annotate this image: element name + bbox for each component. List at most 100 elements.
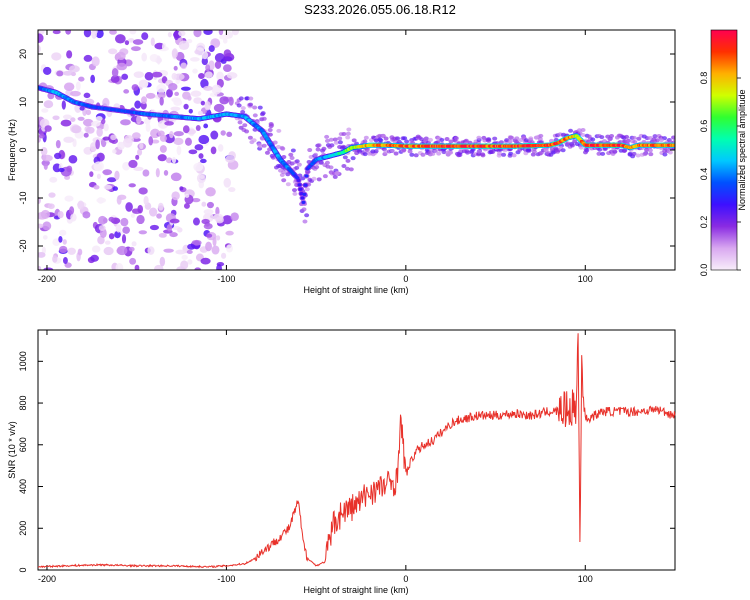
heatmap-noise-cell xyxy=(135,154,140,160)
heatmap-halo-cell xyxy=(580,133,586,138)
heatmap-noise-cell xyxy=(62,70,73,76)
heatmap-noise-cell xyxy=(38,197,41,204)
heatmap-halo-cell xyxy=(333,140,339,145)
heatmap-halo-cell xyxy=(301,207,307,212)
heatmap-noise-cell xyxy=(106,177,117,183)
heatmap-noise-cell xyxy=(180,260,189,270)
heatmap-halo-cell xyxy=(447,150,453,155)
heatmap-noise-cell xyxy=(163,170,169,176)
heatmap-noise-cell xyxy=(157,154,167,162)
heatmap-noise-cell xyxy=(204,71,213,79)
heatmap-noise-cell xyxy=(166,224,173,232)
heatmap-noise-cell xyxy=(222,64,232,73)
heatmap-halo-cell xyxy=(607,137,613,142)
heatmap-noise-cell xyxy=(164,121,174,126)
snr-xtick-label: 0 xyxy=(403,574,408,584)
heatmap-noise-cell xyxy=(62,256,68,265)
heatmap-noise-cell xyxy=(226,131,233,138)
heatmap-noise-cell xyxy=(77,116,85,121)
heatmap-halo-cell xyxy=(342,155,348,160)
heatmap-halo-cell xyxy=(671,135,675,140)
heatmap-halo-cell xyxy=(568,128,574,133)
snr-y-label: SNR (10 * v/v) xyxy=(7,421,17,479)
heatmap-noise-cell xyxy=(169,232,178,238)
heatmap-noise-cell xyxy=(58,236,63,243)
heatmap-noise-cell xyxy=(186,249,193,254)
heatmap-halo-cell xyxy=(264,150,270,155)
heatmap-noise-cell xyxy=(203,85,213,91)
heatmap-noise-cell xyxy=(151,139,160,144)
heatmap-halo-cell xyxy=(436,151,442,156)
heatmap-trace-cell xyxy=(300,196,305,200)
heatmap-noise-cell xyxy=(55,139,61,149)
heatmap-noise-cell xyxy=(139,142,144,150)
heatmap-noise-cell xyxy=(184,137,192,146)
heatmap-halo-cell xyxy=(348,167,354,172)
heatmap-noise-cell xyxy=(221,252,227,259)
heatmap-noise-cell xyxy=(91,30,98,39)
heatmap-noise-cell xyxy=(203,123,209,129)
heatmap-noise-cell xyxy=(115,262,124,270)
heatmap-noise-cell xyxy=(63,82,75,91)
heatmap-noise-cell xyxy=(154,264,164,270)
heatmap-halo-cell xyxy=(596,151,602,156)
heatmap-halo-cell xyxy=(324,134,330,139)
heatmap-noise-cell xyxy=(142,169,150,177)
heatmap-noise-cell xyxy=(141,32,149,40)
heatmap-noise-cell xyxy=(215,216,224,224)
heatmap-noise-cell xyxy=(121,73,129,80)
heatmap-noise-cell xyxy=(203,223,213,230)
heatmap-noise-cell xyxy=(85,126,95,134)
heatmap-noise-cell xyxy=(188,108,193,114)
heatmap-noise-cell xyxy=(38,33,44,43)
heatmap-noise-cell xyxy=(97,235,105,245)
heatmap-halo-cell xyxy=(251,138,257,143)
heatmap-noise-cell xyxy=(205,233,213,238)
heatmap-noise-cell xyxy=(61,100,66,110)
heatmap-noise-cell xyxy=(93,185,100,190)
heatmap-noise-cell xyxy=(123,89,130,94)
heatmap-halo-cell xyxy=(448,139,454,144)
heatmap-noise-cell xyxy=(93,161,104,172)
heatmap-halo-cell xyxy=(240,106,246,111)
heatmap-noise-cell xyxy=(159,134,167,142)
heatmap-halo-cell xyxy=(393,151,399,156)
heatmap-noise-cell xyxy=(187,259,193,265)
heatmap-noise-cell xyxy=(203,209,214,215)
heatmap-halo-cell xyxy=(316,143,322,148)
heatmap-noise-cell xyxy=(142,81,149,88)
heatmap-noise-cell xyxy=(187,38,193,44)
heatmap-halo-cell xyxy=(635,153,641,158)
heatmap-noise-cell xyxy=(116,245,128,256)
heatmap-noise-cell xyxy=(52,30,61,35)
heatmap-noise-cell xyxy=(175,51,185,61)
heatmap-halo-cell xyxy=(341,164,347,169)
heatmap-noise-cell xyxy=(158,232,167,238)
heatmap-noise-cell xyxy=(173,65,178,71)
heatmap-noise-cell xyxy=(188,149,198,155)
heatmap-halo-cell xyxy=(672,138,675,143)
heatmap-noise-cell xyxy=(201,57,208,66)
heatmap-noise-cell xyxy=(120,119,131,126)
heatmap-noise-cell xyxy=(132,39,144,45)
spectrogram-x-label: Height of straight line (km) xyxy=(303,285,408,295)
heatmap-noise-cell xyxy=(82,118,94,127)
heatmap-noise-cell xyxy=(52,115,60,121)
snr-ytick-label: 0 xyxy=(18,567,28,572)
heatmap-halo-cell xyxy=(272,140,278,145)
heatmap-noise-cell xyxy=(211,84,222,95)
colorbar-tick-label: 0.6 xyxy=(699,120,709,133)
spectrogram-heatmap xyxy=(38,30,675,270)
heatmap-halo-cell xyxy=(334,170,340,175)
heatmap-noise-cell xyxy=(201,201,207,207)
heatmap-halo-cell xyxy=(275,163,281,168)
heatmap-noise-cell xyxy=(128,183,136,188)
snr-series-line xyxy=(37,333,676,569)
heatmap-noise-cell xyxy=(38,44,41,54)
heatmap-noise-cell xyxy=(176,145,182,156)
heatmap-noise-cell xyxy=(205,187,216,197)
heatmap-noise-cell xyxy=(217,144,224,152)
heatmap-halo-cell xyxy=(612,149,618,154)
heatmap-noise-cell xyxy=(148,207,158,217)
